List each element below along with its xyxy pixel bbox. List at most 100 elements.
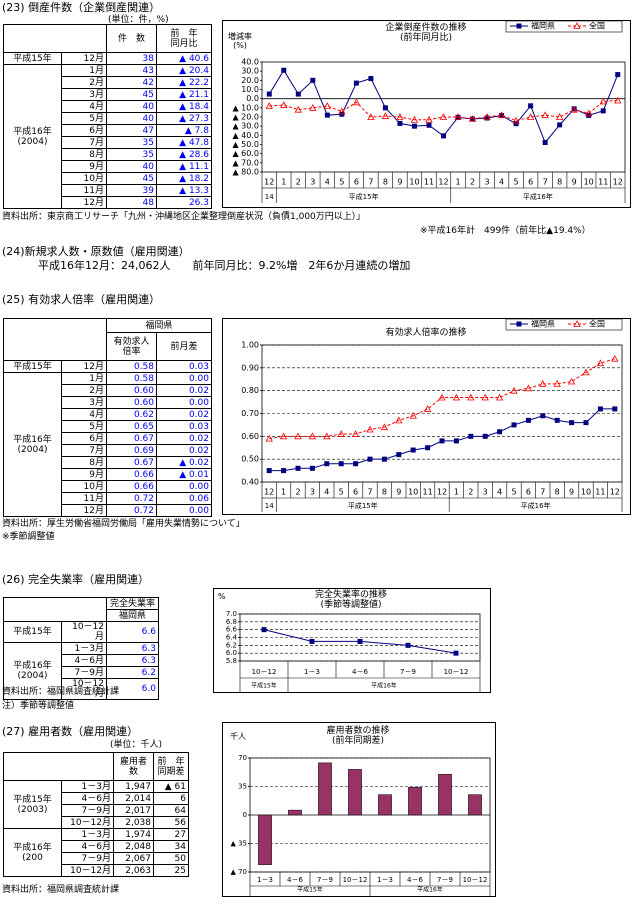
marker xyxy=(541,111,549,119)
marker xyxy=(409,411,417,419)
value-cell: 64 xyxy=(153,804,189,817)
x-tick-label: 4 xyxy=(324,488,329,497)
x-tick-label: 11 xyxy=(598,178,608,187)
chart-frame xyxy=(213,588,491,693)
y-axis-label: 千人 xyxy=(230,732,246,741)
x-group-label: 14 xyxy=(265,193,274,201)
unit-label: (単位：件，%) xyxy=(108,15,169,25)
value-cell: 0.58 xyxy=(106,360,157,373)
value-cell: 0.06 xyxy=(155,492,213,505)
bar xyxy=(318,762,332,816)
period-cell: 12月 xyxy=(61,52,107,65)
series-line xyxy=(269,100,618,122)
period-cell: 2月 xyxy=(61,76,107,89)
period-cell: 10月 xyxy=(61,480,107,493)
x-tick-label: 10 xyxy=(408,488,418,497)
value-cell: 0.72 xyxy=(106,504,157,517)
x-tick-label: 10 xyxy=(584,178,594,187)
y-tick-label: 35 xyxy=(238,783,247,791)
value-cell: 0.03 xyxy=(155,360,213,373)
y-tick-label: 6.8 xyxy=(226,618,237,626)
period-cell: 8月 xyxy=(61,148,107,161)
marker xyxy=(295,465,301,471)
group-label: 平成16年 (2004) xyxy=(3,642,62,700)
value-cell: 0.66 xyxy=(106,480,157,493)
marker xyxy=(382,105,388,111)
x-tick-label: 11 xyxy=(595,488,605,497)
period-cell: 1－3月 xyxy=(61,642,107,655)
blank-cell xyxy=(3,597,107,622)
bar xyxy=(258,814,272,865)
marker xyxy=(513,121,519,127)
marker xyxy=(357,638,363,644)
marker xyxy=(265,434,273,442)
value-cell: 25 xyxy=(153,864,189,877)
x-tick-label: 1 xyxy=(455,178,460,187)
period-cell: 7－9月 xyxy=(61,804,114,817)
y-tick-label: 70 xyxy=(238,754,247,762)
value-cell: 0.67 xyxy=(106,432,157,445)
marker xyxy=(281,468,287,474)
period-cell: 4月 xyxy=(61,408,107,421)
x-tick-label: 5 xyxy=(514,178,519,187)
x-tick-label: 7 xyxy=(367,488,372,497)
x-tick-label: 2 xyxy=(295,488,300,497)
bar xyxy=(348,769,362,816)
x-tick-label: 7－9 xyxy=(437,876,453,884)
value-cell: 2,038 xyxy=(113,816,154,829)
marker xyxy=(396,113,404,120)
marker xyxy=(468,114,477,122)
marker xyxy=(614,96,622,104)
x-tick-label: 2 xyxy=(470,178,475,187)
marker xyxy=(280,101,288,108)
period-cell: 4－6月 xyxy=(61,654,107,667)
x-tick-label: 1 xyxy=(454,488,459,497)
value-cell: ▲ 11.1 xyxy=(156,160,212,173)
x-tick-label: 6 xyxy=(528,178,533,187)
legend-label: 福岡県 xyxy=(531,320,555,329)
bar xyxy=(288,809,302,816)
marker xyxy=(309,103,317,111)
period-cell: 5月 xyxy=(61,420,107,433)
chart-title: 雇用者数の推移 (前年同期差) xyxy=(326,726,390,746)
marker xyxy=(453,438,459,444)
period-cell: 7月 xyxy=(61,136,107,149)
marker xyxy=(353,80,359,86)
period-cell: 4－6月 xyxy=(61,792,114,805)
period-cell: 12月 xyxy=(61,504,107,517)
x-tick-label: 10－12 xyxy=(463,876,488,884)
y-tick-label: 0.70 xyxy=(241,409,259,418)
value-cell: 45 xyxy=(106,172,157,185)
period-cell: 1月 xyxy=(61,64,107,77)
section-title: (23) 倒産件数（企業倒産関連） xyxy=(2,1,161,14)
y-tick-label: 6.6 xyxy=(226,626,238,634)
period-cell: 6月 xyxy=(61,432,107,445)
marker xyxy=(381,112,390,119)
data-table: 件 数前 年 同月比 平成15年 12月 38 ▲ 40.6 平成16年 (2004) 1月… xyxy=(3,24,212,209)
period-cell: 12月 xyxy=(61,360,107,373)
value-cell: 6.0 xyxy=(106,678,159,700)
y-tick-label: ▲ 80.0 xyxy=(232,168,259,177)
x-tick-label: 2 xyxy=(468,488,473,497)
value-cell: 0.02 xyxy=(155,432,213,445)
chart-frame xyxy=(222,318,631,515)
value-cell: 0.65 xyxy=(106,420,157,433)
period-cell: 7月 xyxy=(61,444,107,457)
period-cell: 4月 xyxy=(61,100,107,113)
value-cell: 0.58 xyxy=(106,372,157,385)
value-cell: 2,063 xyxy=(113,864,154,877)
x-tick-label: 12 xyxy=(264,178,274,187)
x-tick-label: 4－6 xyxy=(407,876,423,884)
group-label: 平成15年 xyxy=(3,52,62,65)
marker xyxy=(323,432,331,440)
marker xyxy=(557,122,563,128)
legend-label: 全国 xyxy=(589,21,605,31)
y-axis-label: 増減率 (%) xyxy=(228,32,252,50)
period-cell: 1月 xyxy=(61,372,107,385)
marker xyxy=(611,354,619,362)
marker xyxy=(497,429,503,435)
header-cell: 福岡県 xyxy=(105,318,213,333)
x-group-label: 平成16年 xyxy=(521,501,551,510)
